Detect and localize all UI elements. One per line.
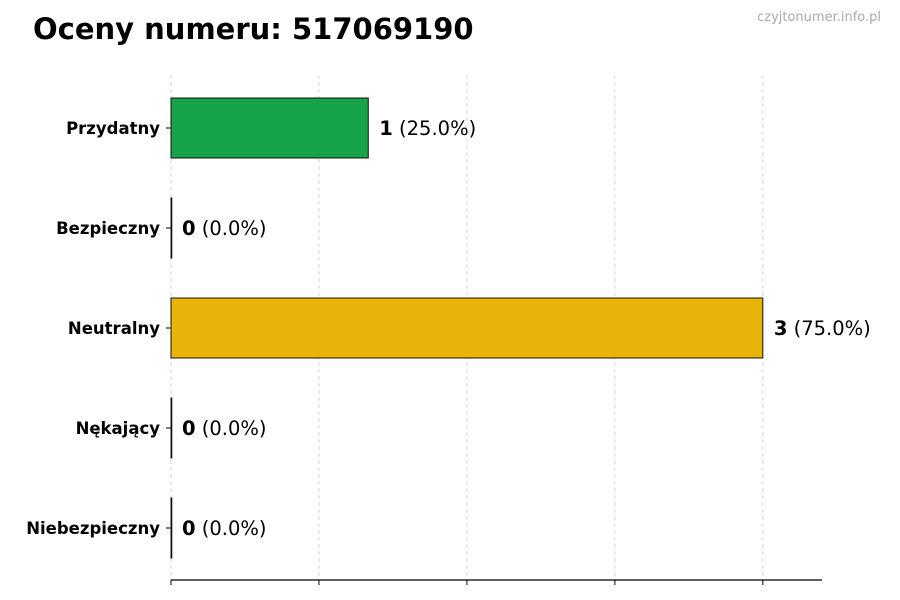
data-label-percent: (25.0%) — [393, 117, 476, 140]
data-label: 0 (0.0%) — [182, 517, 267, 540]
bar-niebezpieczny — [170, 497, 173, 559]
data-label: 1 (25.0%) — [379, 117, 476, 140]
data-label: 0 (0.0%) — [182, 217, 267, 240]
data-label-percent: (0.0%) — [196, 217, 267, 240]
data-label: 3 (75.0%) — [774, 317, 871, 340]
watermark: czyjtonumer.info.pl — [757, 10, 881, 25]
data-label-percent: (0.0%) — [196, 417, 267, 440]
data-label-count: 1 — [379, 117, 393, 140]
chart-title: Oceny numeru: 517069190 — [33, 12, 474, 46]
category-label: Niebezpieczny — [26, 519, 160, 538]
category-label: Bezpieczny — [56, 219, 160, 238]
bar-neutralny — [170, 297, 764, 359]
data-label: 0 (0.0%) — [182, 417, 267, 440]
bar-przydatny — [170, 97, 369, 159]
category-label: Neutralny — [68, 319, 160, 338]
data-label-count: 3 — [774, 317, 788, 340]
bar-bezpieczny — [170, 197, 173, 259]
bar-nękający — [170, 397, 173, 459]
data-label-count: 0 — [182, 217, 196, 240]
data-label-percent: (0.0%) — [196, 517, 267, 540]
category-label: Nękający — [76, 419, 161, 438]
data-label-percent: (75.0%) — [787, 317, 870, 340]
data-label-count: 0 — [182, 517, 196, 540]
data-label-count: 0 — [182, 417, 196, 440]
category-label: Przydatny — [66, 119, 160, 138]
